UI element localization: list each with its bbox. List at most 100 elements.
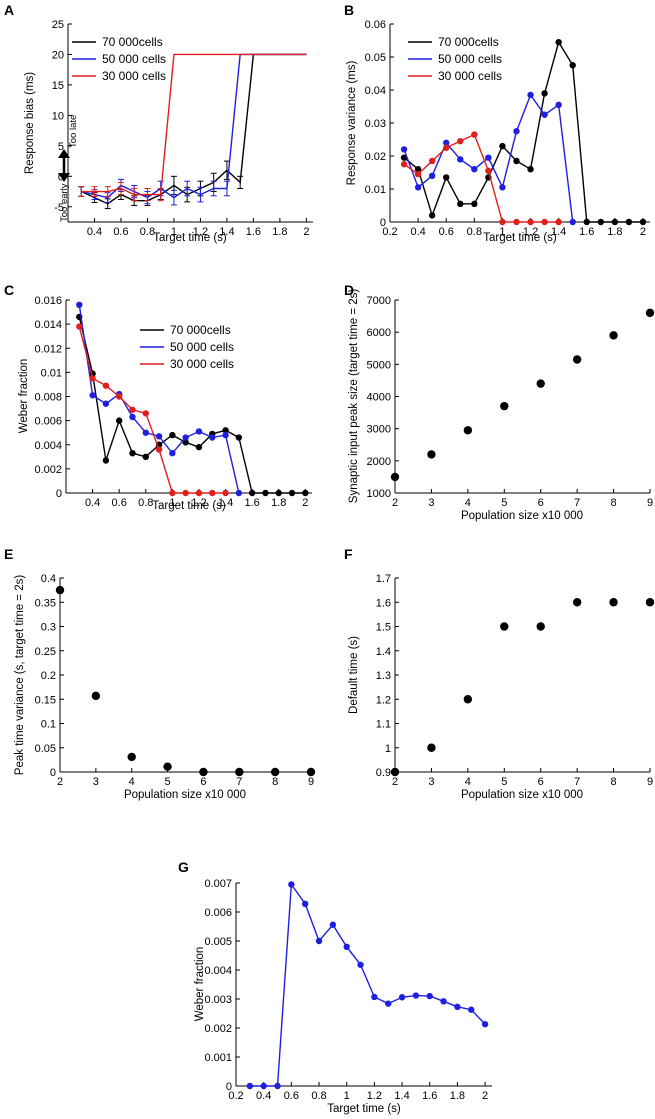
data-point-b xyxy=(597,218,605,226)
data-point-b xyxy=(527,166,534,173)
data-point-g xyxy=(246,1082,254,1090)
too-late-label: Too late xyxy=(68,115,79,148)
data-point-c xyxy=(235,434,243,441)
series-e-0 xyxy=(55,585,316,777)
data-point-f xyxy=(572,598,582,607)
panel-letter-d: D xyxy=(344,282,354,298)
x-tick-label-f: 6 xyxy=(538,776,544,788)
data-point-c xyxy=(222,427,229,434)
y-tick-label-e: 0.25 xyxy=(35,646,56,658)
y-tick-label-f: 1.3 xyxy=(376,670,391,682)
data-point-b xyxy=(485,154,492,161)
y-tick-label-g: 0 xyxy=(226,1081,232,1093)
x-tick-label-g: 2 xyxy=(482,1090,488,1102)
x-tick-label-b: 0.2 xyxy=(382,226,397,238)
y-tick-label-f: 1.6 xyxy=(376,597,391,609)
data-point-b xyxy=(457,200,464,208)
data-point-c xyxy=(209,489,216,497)
data-point-g xyxy=(329,921,337,928)
data-point-d xyxy=(463,426,473,435)
data-point-b xyxy=(400,154,408,161)
x-tick-label-f: 4 xyxy=(465,776,471,788)
x-tick-label-f: 5 xyxy=(501,776,507,788)
data-point-c xyxy=(195,489,203,497)
x-tick-label-d: 3 xyxy=(428,497,434,509)
legend-label-a: 30 000 cells xyxy=(102,69,166,83)
x-tick-label-g: 0.4 xyxy=(256,1090,271,1102)
series-b-0 xyxy=(400,38,647,226)
data-point-e xyxy=(127,752,136,762)
y-tick-label-g: 0.006 xyxy=(204,907,232,919)
data-point-c xyxy=(169,449,176,457)
data-point-c xyxy=(275,489,282,497)
x-tick-label-c: 2 xyxy=(302,497,308,509)
x-tick-label-b: 0.8 xyxy=(467,226,482,238)
series-b-1 xyxy=(400,91,576,226)
data-point-g xyxy=(468,1006,475,1013)
legend-a: 70 000cells 50 000 cells 30 000 cells xyxy=(72,35,166,83)
data-point-e xyxy=(199,767,208,777)
x-tick-label-a: 1.8 xyxy=(272,226,287,238)
y-tick-label-b: 0.05 xyxy=(365,52,386,64)
data-point-f xyxy=(645,598,655,607)
data-point-c xyxy=(155,446,163,453)
data-point-c xyxy=(142,410,149,417)
x-axis-label-f: Population size x10 000 xyxy=(461,789,583,801)
y-tick-label-c: 0.01 xyxy=(41,367,62,379)
data-point-e xyxy=(306,767,316,777)
legend-label-c: 70 000cells xyxy=(170,323,231,337)
data-point-b xyxy=(443,139,450,146)
data-point-b xyxy=(611,218,619,226)
x-tick-label-f: 2 xyxy=(392,776,398,788)
data-point-d xyxy=(536,379,545,388)
legend-label-c: 50 000 cells xyxy=(170,340,234,354)
x-tick-label-f: 7 xyxy=(574,776,580,788)
data-point-c xyxy=(89,375,96,382)
series-line-a-2 xyxy=(81,53,307,196)
y-tick-label-f: 1.7 xyxy=(376,573,391,585)
data-point-c xyxy=(129,413,136,421)
x-tick-label-g: 1.2 xyxy=(367,1090,382,1102)
y-tick-label-e: 0 xyxy=(50,767,56,779)
y-tick-label-a: -5 xyxy=(54,202,64,214)
y-tick-label-e: 0.3 xyxy=(41,622,56,634)
x-tick-label-c: 1 xyxy=(169,497,175,509)
data-point-b xyxy=(541,90,548,97)
data-point-b xyxy=(513,128,520,135)
x-tick-label-e: 6 xyxy=(200,776,206,788)
series-line-b-2 xyxy=(403,133,559,223)
x-tick-label-f: 3 xyxy=(428,776,434,788)
x-tick-label-g: 0.2 xyxy=(228,1090,243,1102)
x-axis-label-c: Target time (s) xyxy=(152,500,226,512)
data-point-c xyxy=(195,428,203,435)
y-tick-label-c: 0.002 xyxy=(34,464,62,476)
data-point-b xyxy=(527,218,534,226)
x-tick-label-b: 0.4 xyxy=(410,226,425,238)
data-point-g xyxy=(481,1021,489,1028)
x-tick-label-g: 0.6 xyxy=(284,1090,299,1102)
data-point-c xyxy=(102,382,110,389)
arrow-down-head xyxy=(58,173,70,182)
data-point-b xyxy=(485,167,492,175)
data-point-c xyxy=(115,417,123,424)
x-axis-label-a: Target time (s) xyxy=(153,232,227,244)
data-point-g xyxy=(426,992,433,1000)
x-tick-label-d: 9 xyxy=(647,497,653,509)
data-point-b xyxy=(583,218,590,226)
data-point-b xyxy=(471,200,478,208)
data-point-d xyxy=(609,331,618,340)
data-point-b xyxy=(428,212,436,219)
data-point-g xyxy=(288,881,295,888)
data-point-f xyxy=(427,743,436,752)
y-tick-label-a: 25 xyxy=(52,19,64,31)
data-point-g xyxy=(343,943,350,950)
y-tick-label-b: 0 xyxy=(380,217,386,229)
legend-label-b: 70 000cells xyxy=(438,35,499,49)
data-point-e xyxy=(163,762,172,771)
x-tick-label-c: 1.2 xyxy=(191,497,206,509)
data-point-b xyxy=(471,131,478,138)
data-point-b xyxy=(400,146,408,153)
data-point-b xyxy=(513,218,520,226)
data-point-g xyxy=(274,1082,281,1090)
x-tick-label-b: 1.2 xyxy=(523,226,538,238)
